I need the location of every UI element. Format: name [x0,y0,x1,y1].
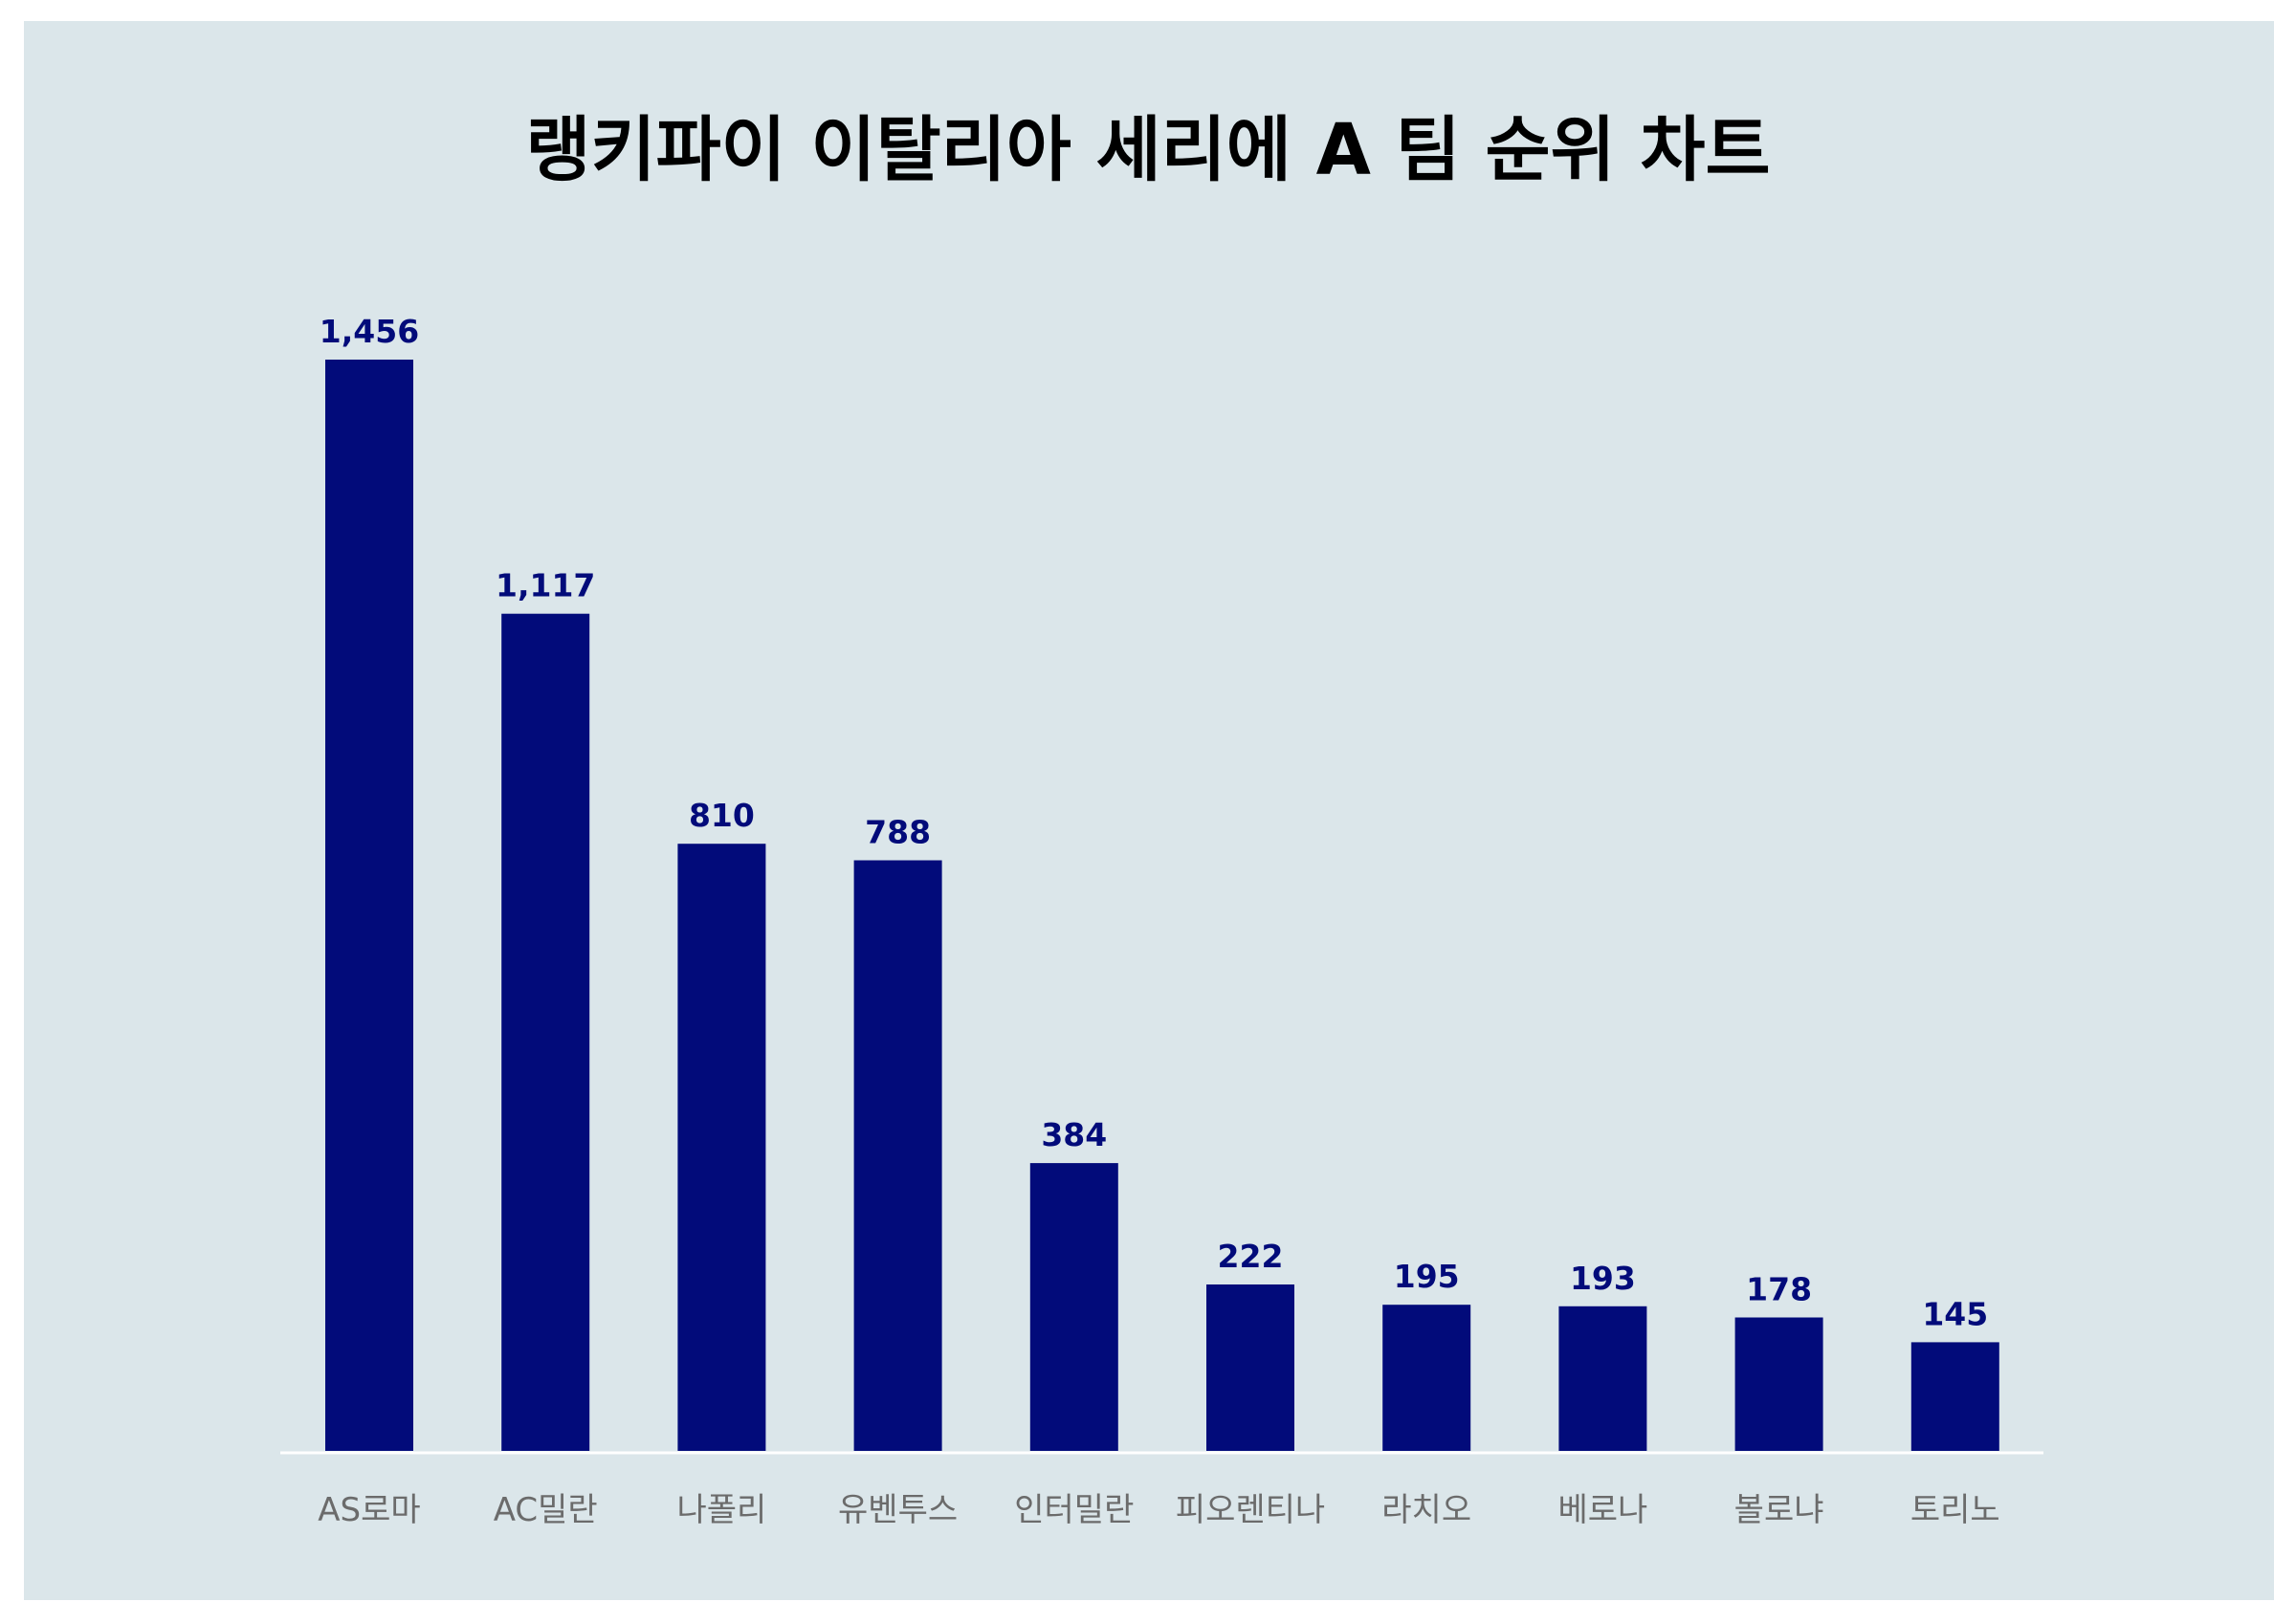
value-label-3: 810 [689,797,755,834]
bar-1 [325,360,413,1451]
bar-6 [1206,1284,1294,1451]
x-tick-label-7: 라치오 [1381,1491,1471,1529]
bars-layer [325,360,1999,1451]
bar-10 [1910,1342,1999,1451]
value-label-8: 193 [1570,1260,1636,1297]
value-label-6: 222 [1218,1238,1284,1275]
value-label-5: 384 [1041,1116,1107,1153]
bar-2 [501,613,590,1451]
x-tick-label-6: 피오렌티나 [1176,1491,1325,1529]
x-tick-label-4: 유벤투스 [838,1491,958,1529]
bar-8 [1558,1306,1647,1451]
value-label-9: 178 [1746,1271,1812,1308]
value-label-4: 788 [865,814,931,851]
value-label-1: 1,456 [320,313,419,350]
x-tick-label-3: 나폴리 [676,1491,766,1529]
bar-3 [677,844,766,1451]
value-label-7: 195 [1394,1258,1460,1295]
labels-layer: 1,456 AS로마 1,117 AC밀란 810 나폴리 788 유벤투스 384 인터밀란 22… [318,313,1999,1529]
bar-5 [1029,1163,1118,1451]
x-tick-label-10: 토리노 [1910,1491,2000,1529]
bar-7 [1382,1305,1471,1451]
x-tick-label-8: 베로나 [1557,1491,1647,1529]
value-label-2: 1,117 [496,567,595,604]
x-tick-label-1: AS로마 [318,1491,420,1529]
bar-4 [853,860,942,1451]
bar-9 [1734,1317,1823,1451]
x-tick-label-2: AC밀란 [494,1491,598,1529]
x-tick-label-5: 인터밀란 [1014,1491,1134,1529]
value-label-10: 145 [1922,1295,1988,1332]
chart-title: 랭키파이 이탈리아 세리에 A 팀 순위 차트 [525,109,1771,191]
x-tick-label-9: 볼로냐 [1734,1491,1824,1529]
